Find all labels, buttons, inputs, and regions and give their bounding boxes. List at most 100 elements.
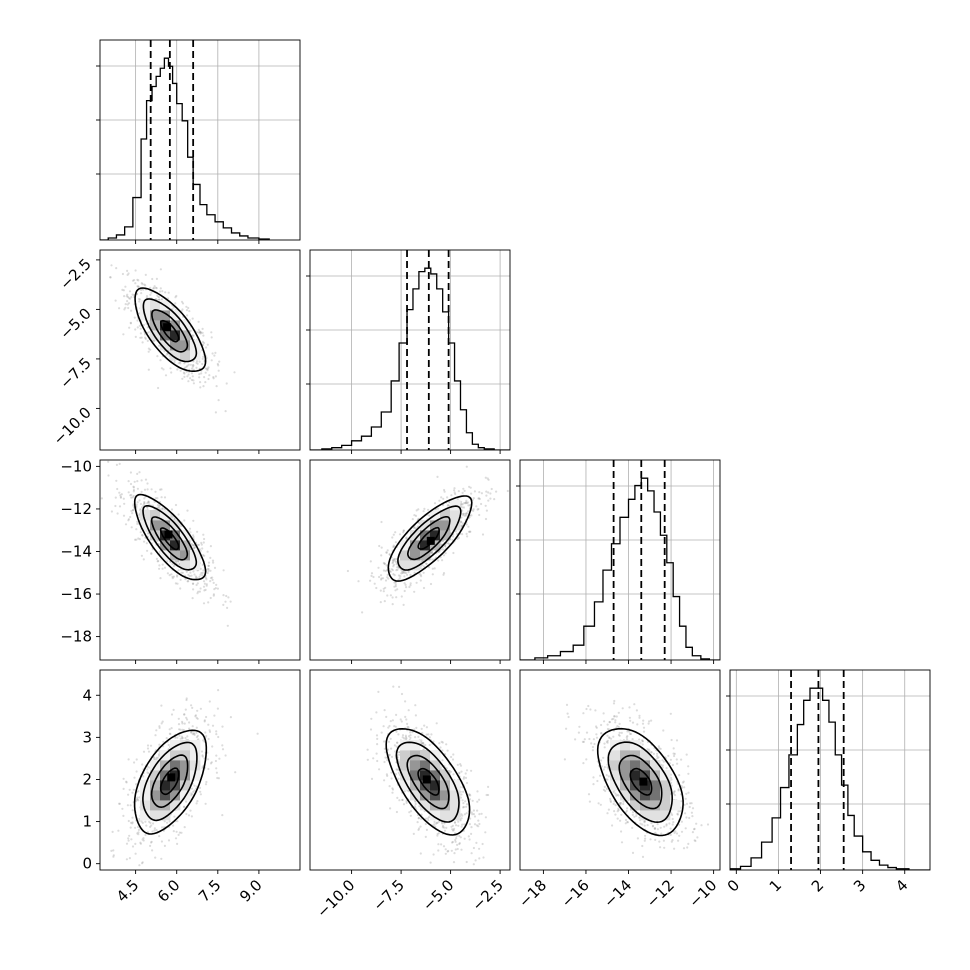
sample-point [212,376,215,379]
sample-point [453,489,456,492]
sample-point [147,331,150,334]
sample-point [156,560,159,563]
sample-point [357,580,360,583]
sample-point [413,805,417,808]
sample-point [148,820,151,823]
sample-point [470,492,473,495]
sample-point [685,753,688,756]
sample-point [184,708,187,711]
sample-point [136,825,140,829]
sample-point [480,812,483,815]
sample-point [134,538,137,541]
sample-point [149,821,152,825]
sample-point [395,561,398,564]
sample-point [222,594,225,597]
sample-point [478,513,481,517]
sample-point [130,496,133,499]
density-cell [400,760,411,771]
density-cell [440,770,451,781]
sample-point [379,589,382,592]
sample-point [462,802,465,805]
sample-point [211,724,215,727]
density-cell [430,800,441,811]
sample-point [130,296,133,299]
sample-point [197,320,200,323]
sample-point [189,794,193,797]
sample-point [672,747,675,750]
sample-point [470,832,473,836]
sample-point [391,603,394,606]
sample-point [422,565,426,568]
sample-point [380,731,383,734]
sample-point [136,472,139,475]
density-cell [420,520,431,531]
density-cell [410,540,421,551]
sample-point [209,580,212,583]
sample-point [415,581,418,584]
sample-point [172,565,176,568]
sample-point [207,767,210,771]
sample-point [207,569,210,573]
sample-point [202,739,205,742]
sample-point [196,717,199,720]
sample-point [187,363,190,366]
sample-point [386,549,389,552]
sample-point [457,824,460,827]
sample-point [201,755,204,758]
sample-point [460,825,463,828]
sample-point [593,742,596,746]
sample-point [125,781,128,784]
sample-point [455,834,458,837]
sample-point [149,286,152,289]
sample-point [663,846,666,849]
sample-point [186,735,189,738]
density-cell [420,800,431,811]
sample-point [213,354,216,357]
sample-point [134,335,137,338]
sample-point [213,714,216,717]
contour-line [159,767,180,796]
sample-point [147,350,150,353]
sample-point [390,771,393,774]
sample-point [191,793,194,796]
x-tick-label: 4.5 [113,876,143,906]
sample-point [613,715,616,718]
sample-point [178,831,181,834]
sample-point [407,709,410,712]
sample-point [120,493,123,496]
sample-point [137,279,140,282]
sample-point [394,531,397,534]
sample-point [450,849,453,852]
sample-point [139,502,142,506]
sample-point [461,522,464,525]
sample-point [127,519,130,522]
sample-point [216,776,219,780]
sample-point [192,334,195,337]
density-cell [410,550,421,561]
sample-point [147,501,150,504]
sample-point [401,571,404,574]
sample-point [400,692,404,696]
sample-point [672,792,676,795]
density-cell [420,770,431,781]
y-tick-label: −18 [60,628,92,646]
sample-point [404,734,407,737]
sample-point [201,331,204,334]
sample-point [198,330,201,333]
sample-point [156,497,159,500]
sample-point [173,815,176,818]
sample-point [146,502,149,505]
panel-1-1 [306,249,511,454]
sample-point [378,575,381,579]
sample-point [477,497,480,500]
sample-point [442,845,446,848]
sample-point [409,736,412,740]
sample-point [215,771,218,774]
sample-point [452,535,455,538]
sample-point [203,720,206,723]
sample-point [465,769,469,772]
density-cell [440,780,451,791]
sample-point [460,524,463,527]
sample-point [127,839,130,842]
sample-point [484,517,488,521]
